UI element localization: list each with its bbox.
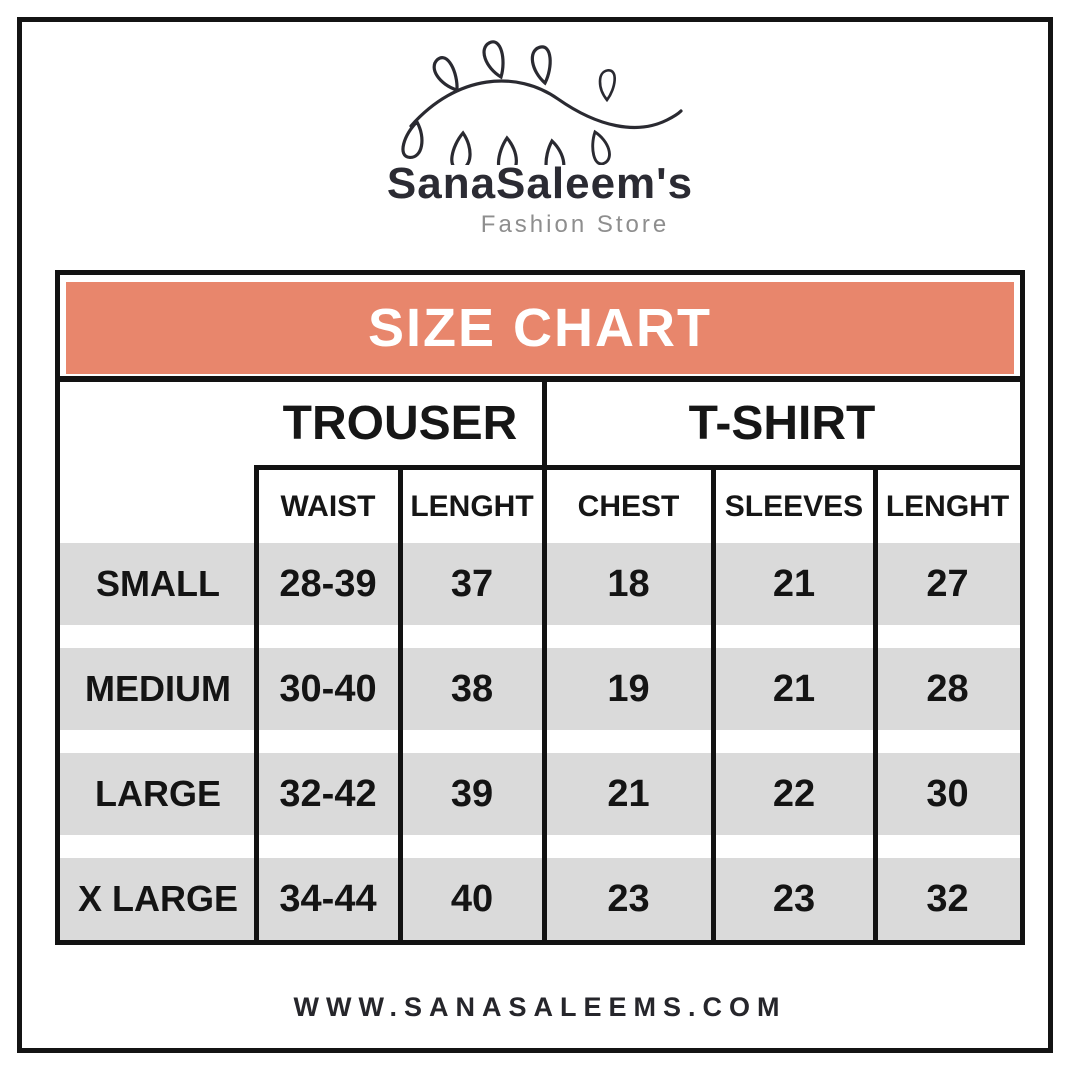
row-band-medium	[60, 648, 1020, 730]
column-header-sleeves: SLEEVES	[724, 489, 864, 523]
branch-leaves-icon	[401, 40, 683, 165]
row-label-medium: MEDIUM	[85, 668, 231, 709]
size-chart-title: SIZE CHART	[368, 298, 712, 358]
row-label-small: SMALL	[96, 563, 220, 604]
cell-small-sleeves: 21	[772, 562, 816, 605]
size-chart-table: SIZE CHART TROUSER T-SHIRT WAIST LENGHT …	[55, 270, 1025, 945]
cell-large-tshirt-lenght: 30	[926, 772, 969, 815]
column-header-trouser-lenght: LENGHT	[410, 489, 534, 523]
column-header-chest: CHEST	[577, 489, 680, 523]
group-header-trouser: TROUSER	[282, 397, 518, 450]
cell-small-trouser-lenght: 37	[450, 562, 494, 605]
column-header-waist: WAIST	[280, 489, 376, 523]
cell-small-waist: 28-39	[279, 562, 377, 605]
size-chart-title-band: SIZE CHART	[66, 282, 1014, 374]
cell-xlarge-sleeves: 23	[772, 877, 816, 920]
page-border	[17, 17, 1053, 1053]
row-label-xlarge: X LARGE	[77, 878, 238, 919]
cell-medium-trouser-lenght: 38	[450, 667, 494, 710]
brand-tagline: Fashion Store	[480, 211, 670, 238]
divider-under-group-headers	[256, 465, 1020, 470]
grid-line-col5	[873, 465, 878, 940]
row-band-xlarge	[60, 858, 1020, 940]
cell-xlarge-chest: 23	[607, 877, 650, 920]
cell-large-chest: 21	[607, 772, 650, 815]
row-band-large	[60, 753, 1020, 835]
grid-line-col2	[398, 465, 403, 940]
grid-line-col4	[711, 465, 716, 940]
grid-line-group-divider	[542, 382, 547, 940]
cell-xlarge-tshirt-lenght: 32	[926, 877, 969, 920]
brand-logo: SanaSaleem's Fashion Store	[0, 40, 1080, 239]
brand-name: SanaSaleem's	[386, 159, 694, 208]
website-url: WWW.SANASALEEMS.COM	[293, 992, 787, 1022]
group-header-tshirt: T-SHIRT	[688, 397, 876, 450]
row-label-large: LARGE	[95, 773, 221, 814]
cell-large-waist: 32-42	[279, 772, 377, 815]
cell-large-trouser-lenght: 39	[450, 772, 494, 815]
cell-small-tshirt-lenght: 27	[926, 562, 969, 605]
cell-xlarge-waist: 34-44	[279, 877, 377, 920]
cell-xlarge-trouser-lenght: 40	[450, 877, 494, 920]
cell-medium-waist: 30-40	[279, 667, 377, 710]
divider-under-title	[60, 376, 1020, 382]
row-band-small	[60, 543, 1020, 625]
grid-line-col1	[254, 465, 259, 940]
cell-medium-sleeves: 21	[772, 667, 816, 710]
cell-large-sleeves: 22	[772, 772, 816, 815]
column-header-tshirt-lenght: LENGHT	[885, 489, 1010, 523]
cell-medium-chest: 19	[607, 667, 650, 710]
cell-medium-tshirt-lenght: 28	[926, 667, 969, 710]
cell-small-chest: 18	[607, 562, 650, 605]
